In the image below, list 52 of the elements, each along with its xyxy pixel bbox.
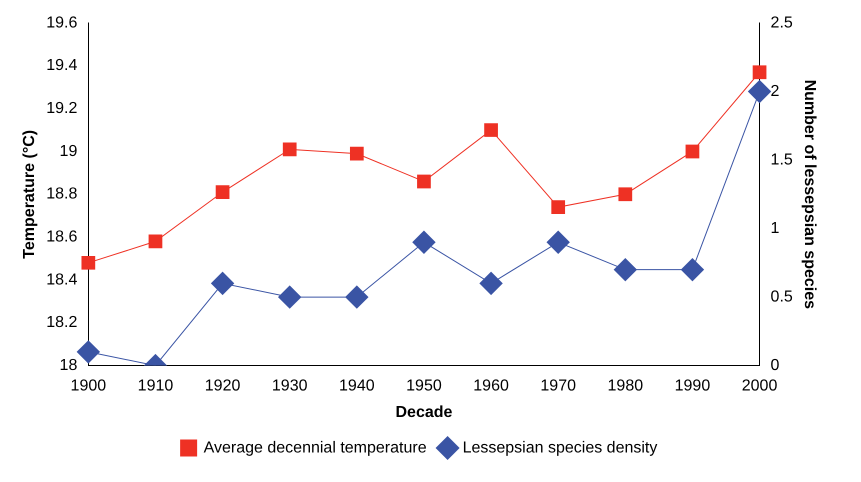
point — [417, 174, 431, 188]
y2-tick-label: 1 — [770, 220, 780, 237]
point — [211, 272, 234, 295]
x-tick-label: 1960 — [473, 378, 509, 395]
y2-tick-label: 0 — [770, 357, 780, 374]
point — [350, 146, 364, 160]
x-tick-label: 1980 — [608, 378, 644, 395]
point — [480, 272, 503, 295]
point — [216, 185, 230, 200]
point — [278, 286, 302, 309]
point — [148, 234, 162, 248]
y-tick-label: 19 — [60, 142, 78, 160]
x-tick-label: 2000 — [742, 378, 778, 395]
y2-tick-label: 2.5 — [770, 14, 793, 32]
point — [551, 200, 566, 214]
x-axis-title: Decade — [395, 404, 453, 421]
x-tick-label: 1930 — [272, 378, 308, 395]
point — [748, 80, 772, 104]
x-tick-label: 1940 — [339, 378, 375, 395]
y-tick-label: 18.4 — [46, 271, 78, 288]
x-tick-label: 1970 — [540, 378, 576, 395]
y-tick-label: 18.8 — [46, 186, 78, 203]
y2-axis-title: Number of lessepsian species — [800, 80, 818, 310]
y2-tick-label: 2 — [770, 82, 780, 100]
point — [282, 142, 297, 156]
point — [76, 340, 100, 364]
point — [484, 123, 498, 137]
point — [680, 258, 704, 282]
y-tick-label: 19.2 — [46, 100, 78, 118]
point — [614, 258, 637, 282]
point — [412, 230, 436, 254]
point — [81, 256, 96, 270]
legend-label: Average decennial temperature — [204, 439, 427, 456]
y2-tick-label: 0.5 — [770, 288, 793, 306]
y-tick-label: 18.6 — [46, 228, 78, 246]
x-tick-label: 1950 — [406, 378, 442, 395]
y-axis-title: Temperature (°C) — [21, 130, 38, 259]
point — [546, 230, 570, 254]
y-tick-label: 18 — [60, 357, 78, 374]
x-tick-label: 1920 — [204, 378, 240, 395]
x-tick-label: 1990 — [674, 378, 710, 395]
x-tick-label: 1900 — [70, 378, 106, 395]
x-tick-label: 1910 — [138, 378, 174, 395]
y-tick-label: 19.6 — [46, 14, 78, 32]
point — [345, 286, 368, 309]
point — [686, 144, 700, 158]
y-tick-label: 18.2 — [46, 314, 78, 332]
point — [752, 65, 766, 80]
y-tick-label: 19.4 — [46, 57, 78, 74]
point — [618, 187, 632, 202]
legend-label: Lessepsian species density — [462, 439, 658, 456]
y2-tick-label: 1.5 — [770, 151, 793, 168]
